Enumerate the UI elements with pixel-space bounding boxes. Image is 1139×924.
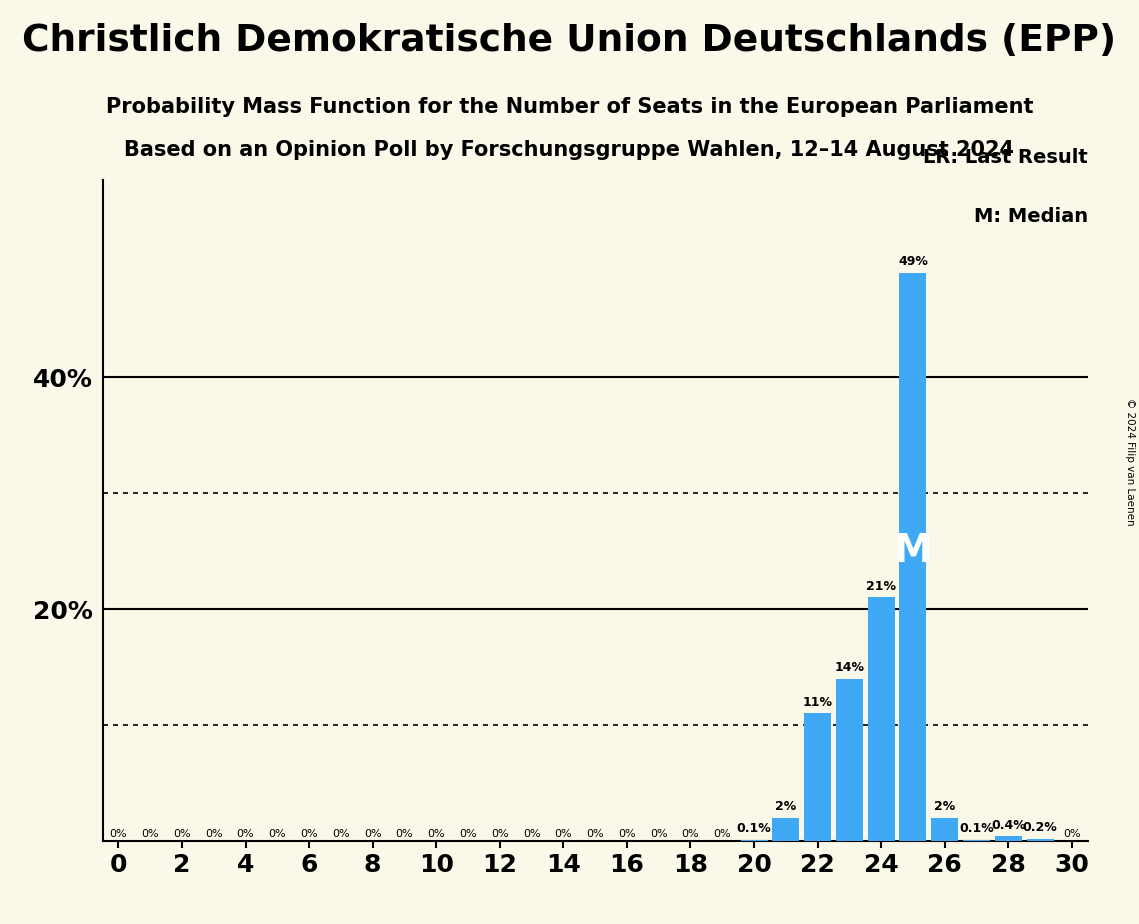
Text: 2%: 2% bbox=[776, 800, 796, 813]
Text: © 2024 Filip van Laenen: © 2024 Filip van Laenen bbox=[1125, 398, 1134, 526]
Text: 0%: 0% bbox=[523, 829, 540, 838]
Bar bbox=[1026, 838, 1054, 841]
Bar bbox=[740, 840, 768, 841]
Text: 0%: 0% bbox=[141, 829, 159, 838]
Text: 2%: 2% bbox=[934, 800, 956, 813]
Bar bbox=[932, 818, 958, 841]
Bar bbox=[772, 818, 800, 841]
Text: 0%: 0% bbox=[109, 829, 128, 838]
Text: 0%: 0% bbox=[269, 829, 286, 838]
Text: 0%: 0% bbox=[395, 829, 413, 838]
Text: 0%: 0% bbox=[333, 829, 350, 838]
Text: 0%: 0% bbox=[650, 829, 667, 838]
Text: 49%: 49% bbox=[898, 255, 928, 268]
Text: 0.4%: 0.4% bbox=[991, 819, 1025, 832]
Bar bbox=[994, 836, 1022, 841]
Text: 0%: 0% bbox=[1063, 829, 1081, 838]
Text: 0%: 0% bbox=[301, 829, 318, 838]
Bar bbox=[868, 598, 894, 841]
Text: LR: Last Result: LR: Last Result bbox=[923, 148, 1088, 167]
Text: M: Median: M: Median bbox=[974, 207, 1088, 226]
Bar bbox=[804, 713, 831, 841]
Text: 0%: 0% bbox=[618, 829, 636, 838]
Text: 0%: 0% bbox=[713, 829, 731, 838]
Text: 0%: 0% bbox=[587, 829, 604, 838]
Text: 14%: 14% bbox=[835, 661, 865, 674]
Text: 0.1%: 0.1% bbox=[737, 822, 771, 835]
Text: 0%: 0% bbox=[205, 829, 222, 838]
Text: Based on an Opinion Poll by Forschungsgruppe Wahlen, 12–14 August 2024: Based on an Opinion Poll by Forschungsgr… bbox=[124, 140, 1015, 161]
Text: 0%: 0% bbox=[173, 829, 190, 838]
Text: 0%: 0% bbox=[681, 829, 699, 838]
Text: 0%: 0% bbox=[459, 829, 477, 838]
Text: 0%: 0% bbox=[363, 829, 382, 838]
Text: 0%: 0% bbox=[491, 829, 509, 838]
Text: 0%: 0% bbox=[555, 829, 572, 838]
Text: 21%: 21% bbox=[866, 579, 896, 593]
Bar bbox=[900, 273, 926, 841]
Text: 11%: 11% bbox=[803, 696, 833, 709]
Text: 0%: 0% bbox=[237, 829, 254, 838]
Bar bbox=[836, 678, 863, 841]
Text: 0.1%: 0.1% bbox=[959, 822, 994, 835]
Text: 0%: 0% bbox=[427, 829, 445, 838]
Bar bbox=[962, 840, 990, 841]
Text: Christlich Demokratische Union Deutschlands (EPP): Christlich Demokratische Union Deutschla… bbox=[23, 23, 1116, 59]
Text: Probability Mass Function for the Number of Seats in the European Parliament: Probability Mass Function for the Number… bbox=[106, 97, 1033, 117]
Text: 0.2%: 0.2% bbox=[1023, 821, 1057, 833]
Text: M: M bbox=[894, 532, 933, 570]
